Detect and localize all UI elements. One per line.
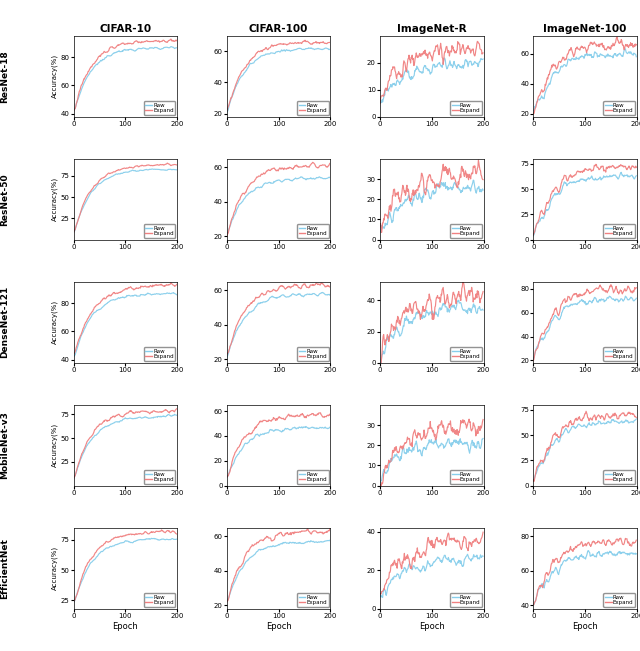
Text: ResNet-50: ResNet-50 xyxy=(1,173,10,225)
Y-axis label: Accuracy(%): Accuracy(%) xyxy=(51,300,58,344)
Text: MobileNet-v3: MobileNet-v3 xyxy=(1,411,10,479)
Legend: Raw, Expand: Raw, Expand xyxy=(297,101,329,115)
Legend: Raw, Expand: Raw, Expand xyxy=(144,347,175,361)
Legend: Raw, Expand: Raw, Expand xyxy=(450,347,482,361)
Title: CIFAR-10: CIFAR-10 xyxy=(99,23,152,34)
Legend: Raw, Expand: Raw, Expand xyxy=(297,470,329,484)
Legend: Raw, Expand: Raw, Expand xyxy=(450,101,482,115)
Text: DenseNet-121: DenseNet-121 xyxy=(1,286,10,358)
Legend: Raw, Expand: Raw, Expand xyxy=(144,224,175,238)
Legend: Raw, Expand: Raw, Expand xyxy=(604,593,635,607)
Legend: Raw, Expand: Raw, Expand xyxy=(450,593,482,607)
Legend: Raw, Expand: Raw, Expand xyxy=(604,347,635,361)
X-axis label: Epoch: Epoch xyxy=(572,622,598,631)
Y-axis label: Accuracy(%): Accuracy(%) xyxy=(51,546,58,590)
Y-axis label: Accuracy(%): Accuracy(%) xyxy=(51,177,58,221)
Legend: Raw, Expand: Raw, Expand xyxy=(297,347,329,361)
X-axis label: Epoch: Epoch xyxy=(113,622,138,631)
X-axis label: Epoch: Epoch xyxy=(266,622,291,631)
Legend: Raw, Expand: Raw, Expand xyxy=(604,101,635,115)
Y-axis label: Accuracy(%): Accuracy(%) xyxy=(51,54,58,98)
Text: ResNet-18: ResNet-18 xyxy=(1,50,10,103)
Legend: Raw, Expand: Raw, Expand xyxy=(604,224,635,238)
Legend: Raw, Expand: Raw, Expand xyxy=(297,224,329,238)
Legend: Raw, Expand: Raw, Expand xyxy=(450,224,482,238)
Legend: Raw, Expand: Raw, Expand xyxy=(604,470,635,484)
Legend: Raw, Expand: Raw, Expand xyxy=(450,470,482,484)
Legend: Raw, Expand: Raw, Expand xyxy=(297,593,329,607)
Title: ImageNet-R: ImageNet-R xyxy=(397,23,467,34)
Legend: Raw, Expand: Raw, Expand xyxy=(144,593,175,607)
X-axis label: Epoch: Epoch xyxy=(419,622,445,631)
Text: EfficientNet: EfficientNet xyxy=(1,538,10,599)
Legend: Raw, Expand: Raw, Expand xyxy=(144,470,175,484)
Title: ImageNet-100: ImageNet-100 xyxy=(543,23,627,34)
Legend: Raw, Expand: Raw, Expand xyxy=(144,101,175,115)
Y-axis label: Accuracy(%): Accuracy(%) xyxy=(51,423,58,467)
Title: CIFAR-100: CIFAR-100 xyxy=(249,23,308,34)
